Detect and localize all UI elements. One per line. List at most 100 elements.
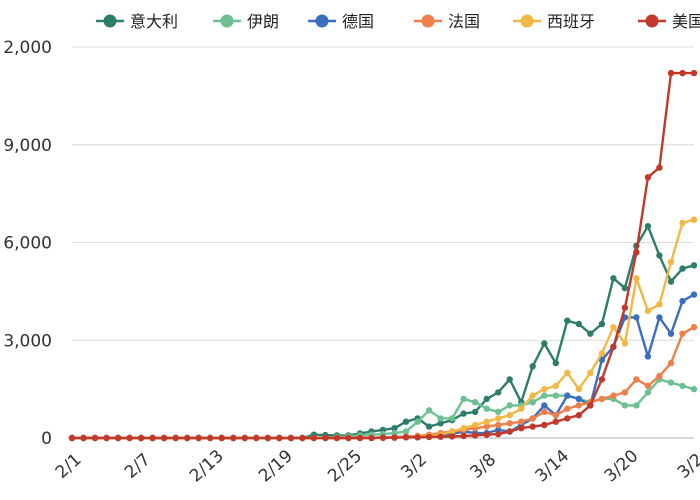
data-point	[310, 434, 318, 442]
data-point	[529, 363, 536, 370]
y-tick-label: 2,000	[3, 38, 52, 58]
data-point	[541, 408, 548, 416]
data-point	[333, 434, 341, 442]
data-point	[690, 69, 698, 77]
data-point	[598, 395, 606, 403]
data-point	[598, 320, 606, 328]
series-美国	[68, 69, 698, 442]
data-point	[425, 433, 433, 441]
legend-swatch-marker	[315, 14, 329, 28]
data-point	[356, 434, 364, 442]
data-point	[552, 382, 559, 390]
data-point	[587, 402, 594, 409]
y-axis-ticks: 0 3,000 6,000 9,000 2,000	[3, 38, 52, 449]
grid-lines	[72, 46, 694, 439]
data-point	[610, 343, 617, 350]
data-point	[610, 275, 617, 282]
data-point	[587, 369, 594, 376]
legend-swatch-marker	[421, 14, 435, 28]
y-tick-label: 0	[41, 429, 52, 449]
data-point	[103, 434, 110, 442]
series-line	[72, 293, 695, 440]
data-point	[68, 434, 76, 442]
data-point	[679, 265, 686, 272]
legend-label: 德国	[342, 12, 374, 31]
data-point	[679, 297, 686, 305]
legend-item: 法国	[414, 12, 480, 31]
x-tick-label: 2/19	[255, 446, 297, 486]
data-point	[518, 418, 525, 425]
data-point	[253, 434, 260, 442]
legend-label: 法国	[448, 12, 480, 31]
data-point	[391, 425, 398, 432]
series-意大利	[68, 223, 698, 442]
data-point	[506, 376, 513, 383]
series-line	[72, 71, 694, 440]
data-point	[425, 407, 433, 414]
data-point	[495, 389, 502, 396]
data-point	[483, 418, 490, 425]
data-point	[437, 415, 444, 422]
data-point	[414, 418, 421, 425]
data-point	[114, 434, 122, 442]
data-point	[287, 434, 295, 442]
x-tick-label: 2/7	[121, 450, 155, 483]
x-tick-label: 3/8	[466, 450, 500, 483]
data-point	[460, 425, 467, 432]
data-point	[575, 412, 582, 419]
data-point	[471, 399, 479, 406]
data-point	[379, 434, 387, 441]
legend-item: 意大利	[96, 12, 178, 31]
data-point	[483, 405, 490, 412]
data-point	[241, 434, 248, 442]
data-point	[471, 432, 479, 439]
data-point	[402, 434, 410, 441]
data-point	[471, 421, 479, 429]
data-point	[437, 433, 444, 440]
data-point	[564, 415, 571, 422]
data-point	[541, 421, 548, 429]
data-point	[644, 389, 652, 396]
data-point	[483, 395, 490, 403]
data-point	[264, 434, 271, 442]
data-point	[667, 330, 675, 337]
data-point	[460, 395, 467, 403]
legend: 意大利 伊朗 德国 法国 西班牙 美国	[96, 12, 700, 31]
legend-item: 德国	[308, 12, 374, 31]
data-point	[218, 434, 225, 442]
x-tick-label: 2/1	[52, 450, 86, 483]
data-point	[644, 353, 652, 360]
data-point	[690, 216, 698, 223]
series-group	[68, 69, 698, 442]
data-point	[644, 382, 652, 390]
data-point	[460, 432, 467, 440]
data-point	[644, 174, 652, 181]
data-point	[633, 275, 640, 282]
data-point	[690, 262, 698, 269]
data-point	[518, 425, 525, 432]
data-point	[644, 307, 652, 315]
data-point	[587, 330, 594, 337]
data-point	[575, 395, 582, 403]
data-point	[633, 376, 640, 383]
x-tick-label: 2/13	[186, 446, 228, 486]
legend-swatch-marker	[645, 14, 659, 28]
data-point	[276, 434, 283, 442]
x-tick-label: 3/2	[674, 450, 700, 483]
data-point	[529, 392, 536, 399]
data-point	[230, 434, 237, 442]
data-point	[633, 249, 640, 256]
data-point	[402, 428, 410, 435]
y-tick-label: 3,000	[3, 331, 52, 351]
data-point	[541, 340, 548, 347]
data-point	[667, 258, 675, 266]
data-point	[471, 408, 479, 416]
data-point	[518, 405, 525, 412]
data-point	[621, 340, 629, 347]
data-point	[541, 402, 548, 409]
data-point	[552, 418, 559, 425]
legend-label: 西班牙	[547, 12, 595, 31]
data-point	[437, 420, 444, 427]
x-tick-label: 3/2	[397, 450, 431, 483]
